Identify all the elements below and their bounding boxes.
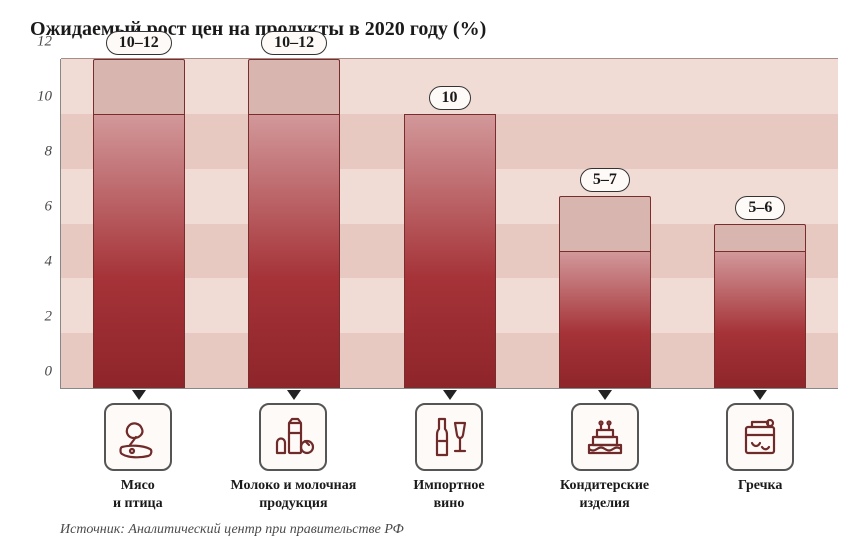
bar: 10–12 xyxy=(248,59,340,388)
category: Мясо и птица xyxy=(60,403,216,512)
category-label: Мясо и птица xyxy=(113,477,163,512)
bar-main-segment xyxy=(559,251,651,388)
y-tick-label: 2 xyxy=(45,309,53,326)
bar-tick-marker xyxy=(753,390,767,400)
bar-tick-marker xyxy=(132,390,146,400)
bar-column: 5–6 xyxy=(683,59,838,388)
bar-range-segment xyxy=(559,196,651,251)
y-tick-label: 0 xyxy=(45,364,53,381)
cake-icon xyxy=(571,403,639,471)
dairy-icon xyxy=(259,403,327,471)
bar: 5–6 xyxy=(714,224,806,388)
bar-value-label: 10–12 xyxy=(261,31,327,55)
bar: 10–12 xyxy=(93,59,185,388)
bar-main-segment xyxy=(714,251,806,388)
bar: 5–7 xyxy=(559,196,651,388)
category-label: Гречка xyxy=(738,477,782,495)
bar-value-label: 10 xyxy=(429,86,471,110)
bar-columns: 10–12 10–12 10 5–7 5–6 xyxy=(61,59,838,388)
bar-tick-marker xyxy=(287,390,301,400)
grain-icon xyxy=(726,403,794,471)
category: Гречка xyxy=(682,403,838,512)
category: Молоко и молочная продукция xyxy=(216,403,372,512)
bar-value-label: 5–6 xyxy=(735,196,785,220)
category: Кондитерские изделия xyxy=(527,403,683,512)
chart-area: 024681012 10–1210–12105–75–6 xyxy=(30,59,838,389)
category-label: Молоко и молочная продукция xyxy=(230,477,356,512)
bar-range-segment xyxy=(248,59,340,114)
bar: 10 xyxy=(404,114,496,388)
y-axis: 024681012 xyxy=(30,59,60,389)
bar-column: 10–12 xyxy=(216,59,371,388)
bar-main-segment xyxy=(93,114,185,388)
bar-main-segment xyxy=(248,114,340,388)
plot-area: 10–12 10–12 10 5–7 5–6 xyxy=(60,59,838,389)
wine-icon xyxy=(415,403,483,471)
category-label: Кондитерские изделия xyxy=(560,477,649,512)
bar-column: 10–12 xyxy=(61,59,216,388)
bar-column: 5–7 xyxy=(527,59,682,388)
meat-icon xyxy=(104,403,172,471)
category-label: Импортное вино xyxy=(413,477,484,512)
y-tick-label: 10 xyxy=(37,89,52,106)
bar-range-segment xyxy=(714,224,806,251)
bar-tick-marker xyxy=(598,390,612,400)
source-text: Источник: Аналитический центр при правит… xyxy=(60,522,838,538)
bar-column: 10 xyxy=(372,59,527,388)
y-tick-label: 6 xyxy=(45,199,53,216)
category-icons-row: Мясо и птица Молоко и молочная продукция И… xyxy=(60,403,838,512)
bar-value-label: 5–7 xyxy=(580,168,630,192)
y-tick-label: 8 xyxy=(45,144,53,161)
bar-range-segment xyxy=(93,59,185,114)
bar-value-label: 10–12 xyxy=(106,31,172,55)
bar-main-segment xyxy=(404,114,496,388)
bar-tick-marker xyxy=(443,390,457,400)
y-tick-label: 4 xyxy=(45,254,53,271)
y-tick-label: 12 xyxy=(37,34,52,51)
category: Импортное вино xyxy=(371,403,527,512)
